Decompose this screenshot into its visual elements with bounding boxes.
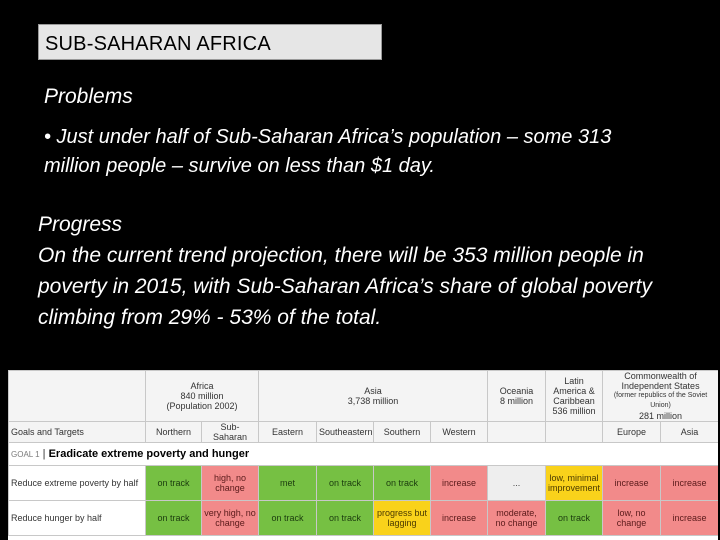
region-africa: Africa 840 million (Population 2002) [145, 370, 259, 422]
status-cell: ... [487, 465, 547, 501]
status-cell: low, minimal improvement [545, 465, 604, 501]
status-cell: on track [545, 500, 604, 536]
subregion-europe: Europe [602, 421, 662, 443]
subregion-oceania-blank [487, 421, 547, 443]
status-cell: very high, no change [201, 500, 259, 536]
status-cell: low, no change [602, 500, 662, 536]
status-cell: on track [145, 465, 202, 501]
table-row: Reduce hunger by half on track very high… [8, 500, 718, 536]
goal-title-cell: GOAL 1 | Eradicate extreme poverty and h… [8, 442, 718, 466]
subregion-western: Western [429, 421, 489, 443]
subregion-eastern: Eastern [258, 421, 317, 443]
status-cell: on track [258, 500, 317, 536]
subregion-northern: Northern [145, 421, 202, 443]
status-cell: met [258, 465, 317, 501]
goal-row: GOAL 1 | Eradicate extreme poverty and h… [8, 442, 718, 466]
region-africa-note: (Population 2002) [166, 401, 238, 411]
goal-number: GOAL 1 [11, 449, 40, 459]
status-cell: increase [602, 465, 662, 501]
goal-separator-icon: | [42, 447, 49, 460]
region-cis-pop: 281 million [639, 411, 683, 421]
mdg-progress-table: Africa 840 million (Population 2002) Asi… [8, 370, 718, 540]
region-oceania: Oceania 8 million [487, 370, 547, 422]
mdg-table: Africa 840 million (Population 2002) Asi… [8, 370, 718, 536]
row-label: Reduce hunger by half [8, 500, 146, 536]
region-cis-name: Commonwealth of Independent States [621, 371, 700, 391]
region-africa-pop: 840 million [180, 391, 224, 401]
region-header-row: Africa 840 million (Population 2002) Asi… [8, 370, 718, 422]
progress-block: Progress On the current trend projection… [38, 209, 678, 333]
header-blank [8, 370, 146, 422]
status-cell: on track [316, 500, 374, 536]
status-cell: moderate, no change [487, 500, 547, 536]
status-cell: progress but lagging [373, 500, 431, 536]
subregion-row: Goals and Targets Northern Sub-Saharan E… [8, 421, 718, 443]
status-cell: on track [373, 465, 431, 501]
status-cell: increase [429, 465, 489, 501]
region-latam-pop: 536 million [552, 406, 596, 416]
region-asia-name: Asia [364, 386, 382, 396]
slide-title: SUB-SAHARAN AFRICA [45, 33, 271, 55]
subregion-southeastern: Southeastern [316, 421, 374, 443]
status-cell: increase [429, 500, 489, 536]
slide-title-box: SUB-SAHARAN AFRICA [38, 24, 382, 60]
region-cis-note: (former republics of the Soviet Union) [613, 392, 708, 409]
progress-heading: Progress [38, 213, 123, 236]
subregion-asia-cis: Asia [660, 421, 718, 443]
status-cell: on track [316, 465, 374, 501]
region-oceania-pop: 8 million [500, 396, 534, 406]
subregion-sub-saharan: Sub-Saharan [201, 421, 259, 443]
region-latam-name: Latin America & Caribbean [553, 376, 595, 406]
status-cell: increase [660, 465, 718, 501]
problems-text: • Just under half of Sub-Saharan Africa’… [44, 126, 612, 177]
status-cell: on track [145, 500, 202, 536]
region-asia-pop: 3,738 million [347, 396, 399, 406]
subregion-latam-blank [545, 421, 604, 443]
goal-title: Eradicate extreme poverty and hunger [48, 447, 250, 460]
region-africa-name: Africa [190, 381, 214, 391]
status-cell: high, no change [201, 465, 259, 501]
progress-text: On the current trend projection, there w… [38, 244, 653, 329]
row-label: Reduce extreme poverty by half [8, 465, 146, 501]
subregion-southern: Southern [373, 421, 431, 443]
goals-targets-label: Goals and Targets [8, 421, 146, 443]
region-asia: Asia 3,738 million [257, 370, 489, 422]
problems-heading: Problems [44, 85, 133, 108]
region-cis: Commonwealth of Independent States (form… [602, 370, 718, 422]
table-row: Reduce extreme poverty by half on track … [8, 465, 718, 501]
region-latam: Latin America & Caribbean 536 million [545, 370, 604, 422]
status-cell: increase [660, 500, 718, 536]
region-oceania-name: Oceania [499, 386, 534, 396]
